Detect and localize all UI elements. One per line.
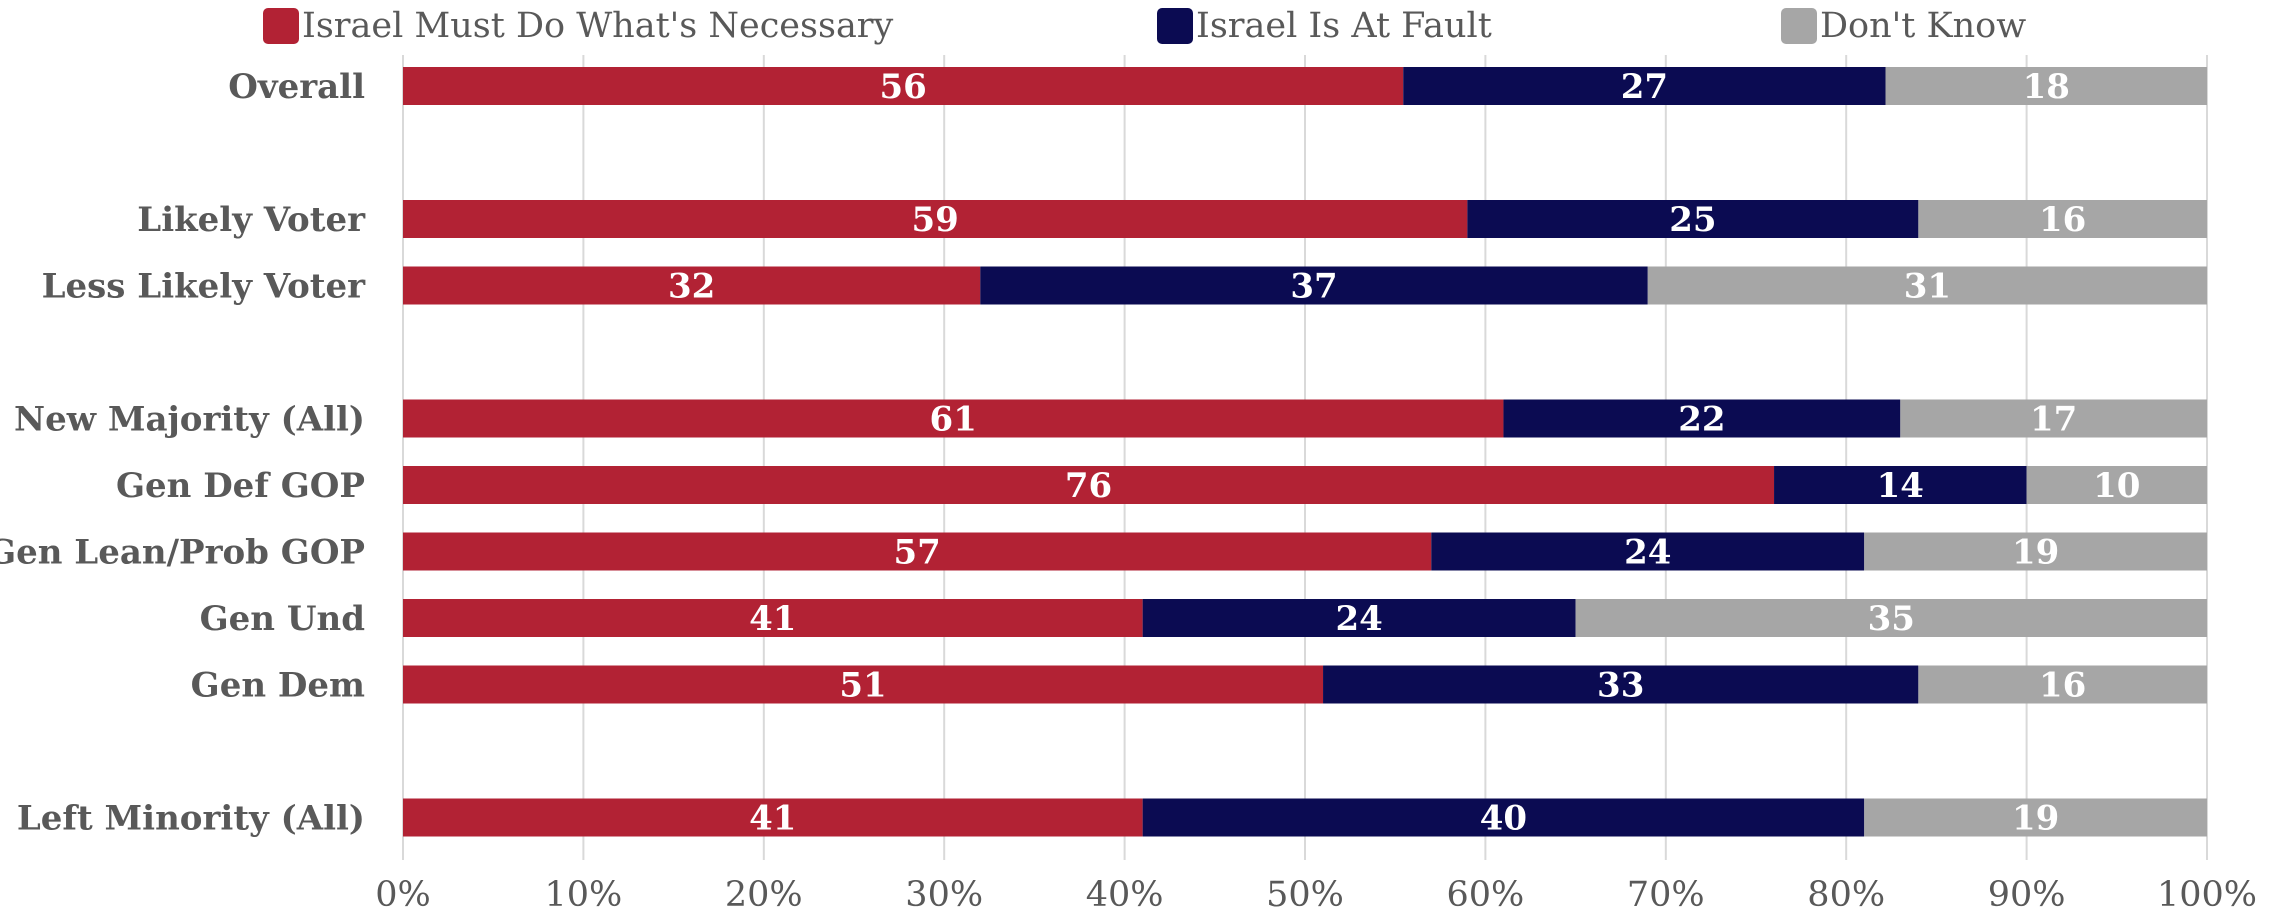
category-label: Gen Def GOP xyxy=(116,466,365,506)
bar-segment xyxy=(403,532,1432,571)
bar-segment xyxy=(1918,200,2207,238)
data-label: 35 xyxy=(1868,599,1915,639)
data-label: 22 xyxy=(1678,400,1725,440)
x-tick-label: 20% xyxy=(725,875,803,915)
data-label: 24 xyxy=(1335,599,1382,639)
data-label: 31 xyxy=(1904,267,1951,307)
data-label: 33 xyxy=(1597,666,1644,706)
legend: Israel Must Do What's Necessary Israel Is… xyxy=(263,6,2026,46)
data-label: 27 xyxy=(1621,67,1668,107)
data-label: 14 xyxy=(1877,466,1924,506)
bar-segment xyxy=(403,599,1143,637)
bar-segment xyxy=(1918,665,2207,704)
bar-segment xyxy=(1647,266,2207,305)
data-label: 16 xyxy=(2039,666,2086,706)
legend-swatch xyxy=(263,8,299,44)
x-tick-label: 80% xyxy=(1807,875,1885,915)
data-label: 61 xyxy=(930,400,977,440)
bar-segment xyxy=(403,399,1504,438)
data-label: 18 xyxy=(2023,67,2070,107)
data-label: 25 xyxy=(1669,200,1716,240)
x-tick-label: 10% xyxy=(545,875,623,915)
bar-segment xyxy=(1575,599,2207,637)
data-label: 57 xyxy=(893,533,940,573)
legend-swatch xyxy=(1781,8,1817,44)
data-label: 24 xyxy=(1624,533,1671,573)
data-label: 17 xyxy=(2030,400,2077,440)
bar-segment xyxy=(403,200,1468,238)
legend-label: Don't Know xyxy=(1820,6,2026,46)
bars: 56 27 18 59 25 16 32 37 31 61 22 17 76 14 10 57 24 19 41 24… xyxy=(403,67,2207,839)
data-label: 56 xyxy=(879,67,926,107)
bar-segment xyxy=(1885,67,2207,105)
legend-swatch xyxy=(1157,8,1193,44)
x-tick-label: 100% xyxy=(2157,875,2257,915)
bar-segment xyxy=(1467,200,1919,238)
data-label: 10 xyxy=(2093,466,2140,506)
bar-segment xyxy=(1403,67,1886,105)
data-label: 40 xyxy=(1480,799,1527,839)
data-label: 41 xyxy=(749,599,796,639)
data-label: 51 xyxy=(839,666,886,706)
legend-label: Israel Must Do What's Necessary xyxy=(302,6,894,46)
data-label: 59 xyxy=(912,200,959,240)
category-label: Gen Und xyxy=(200,599,365,639)
data-label: 32 xyxy=(668,267,715,307)
bar-segment xyxy=(403,266,981,305)
x-tick-label: 30% xyxy=(905,875,983,915)
bar-segment xyxy=(403,665,1324,704)
bar-segment xyxy=(1864,532,2207,571)
x-tick-label: 40% xyxy=(1086,875,1164,915)
data-label: 16 xyxy=(2039,200,2086,240)
bar-segment xyxy=(403,466,1775,504)
data-label: 76 xyxy=(1065,466,1112,506)
category-labels: Overall Likely Voter Less Likely Voter New … xyxy=(0,67,366,839)
x-tick-label: 70% xyxy=(1627,875,1705,915)
category-label: Left Minority (All) xyxy=(17,799,365,839)
bar-segment xyxy=(1864,798,2207,837)
bar-segment xyxy=(403,67,1404,105)
category-label: Overall xyxy=(228,67,365,107)
category-label: Gen Dem xyxy=(191,666,365,706)
x-tick-label: 60% xyxy=(1447,875,1525,915)
category-label: Gen Lean/Prob GOP xyxy=(0,533,365,573)
bar-segment xyxy=(1431,532,1865,571)
x-axis-tick-labels: 0% 10% 20% 30% 40% 50% 60% 70% 80% 90% 100% xyxy=(375,875,2257,915)
bar-segment xyxy=(1142,599,1576,637)
bar-segment xyxy=(1900,399,2207,438)
bar-segment xyxy=(403,798,1143,837)
bar-segment xyxy=(1774,466,2027,504)
data-label: 37 xyxy=(1290,267,1337,307)
data-label: 19 xyxy=(2012,533,2059,573)
legend-label: Israel Is At Fault xyxy=(1196,6,1492,46)
x-tick-label: 90% xyxy=(1988,875,2066,915)
bar-segment xyxy=(1323,665,1919,704)
data-label: 19 xyxy=(2012,799,2059,839)
gridlines xyxy=(402,55,2208,860)
category-label: New Majority (All) xyxy=(14,400,365,440)
bar-segment xyxy=(1142,798,1865,837)
bar-segment xyxy=(2026,466,2207,504)
bar-segment xyxy=(980,266,1648,305)
x-tick-label: 0% xyxy=(375,875,431,915)
category-label: Less Likely Voter xyxy=(42,267,366,307)
data-label: 41 xyxy=(749,799,796,839)
category-label: Likely Voter xyxy=(137,200,366,240)
x-tick-label: 50% xyxy=(1266,875,1344,915)
bar-segment xyxy=(1503,399,1901,438)
